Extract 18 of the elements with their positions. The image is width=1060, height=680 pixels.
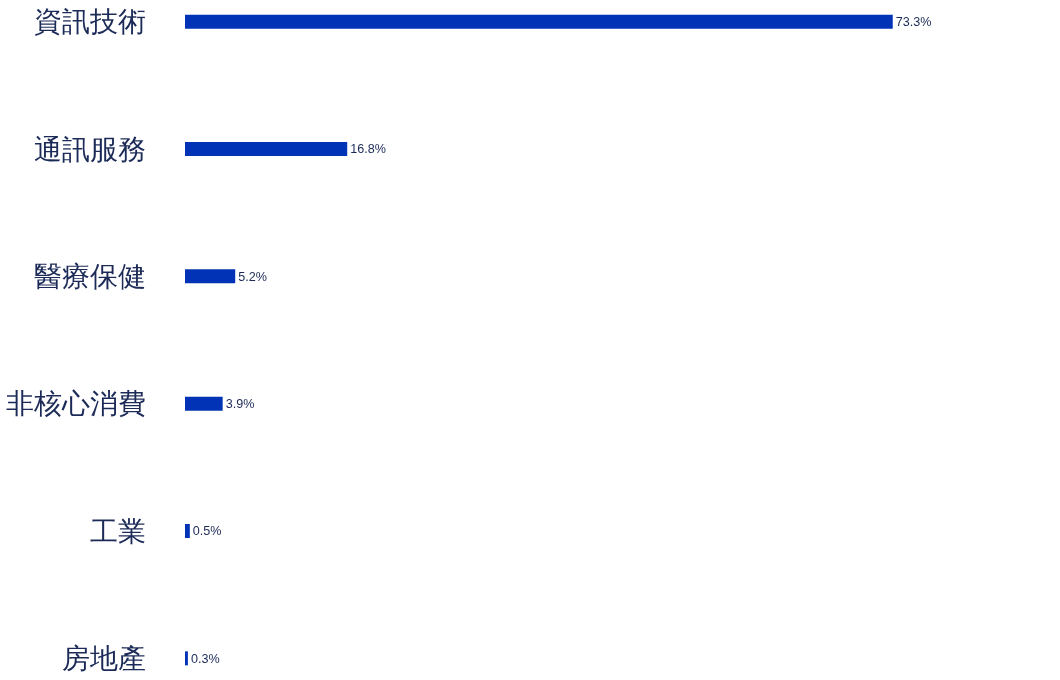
y-tick-label: 非核心消費: [6, 387, 146, 421]
data-label: 0.3%: [190, 651, 220, 666]
bar: [185, 14, 893, 29]
bar: [185, 651, 188, 666]
y-tick-label: 工業: [90, 514, 146, 548]
bar: [185, 141, 348, 156]
y-tick-label: 房地產: [62, 642, 146, 676]
bar: [185, 524, 190, 539]
bar: [185, 269, 236, 284]
y-tick-label: 通訊服務: [34, 132, 146, 166]
data-label: 5.2%: [238, 269, 267, 284]
data-label: 0.5%: [192, 524, 222, 539]
y-tick-label: 資訊技術: [34, 5, 146, 39]
y-tick-label: 醫療保健: [34, 260, 146, 294]
data-label: 73.3%: [895, 14, 932, 29]
bar: [185, 396, 223, 411]
data-label: 16.8%: [350, 142, 386, 157]
data-label: 3.9%: [225, 396, 255, 411]
